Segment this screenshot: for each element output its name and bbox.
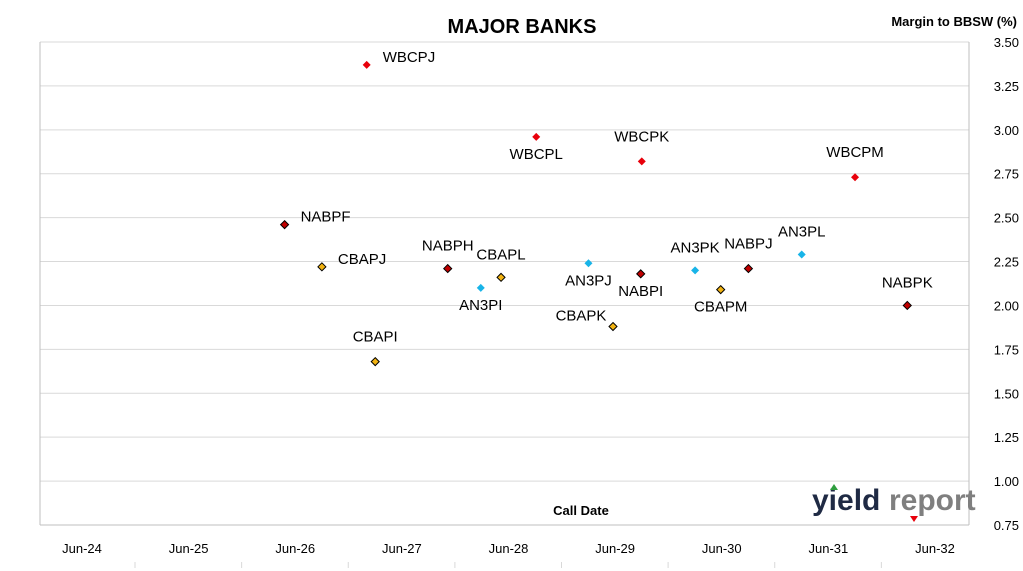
gridlines — [40, 41, 969, 526]
point-nabpi — [636, 269, 646, 279]
point-label: NABPK — [882, 274, 933, 291]
point-cbapk — [608, 321, 618, 332]
y-tick-label: 3.50 — [994, 35, 1019, 50]
y-tick-label: 1.25 — [994, 430, 1019, 445]
point-labels: WBCPJ WBCPL WBCPK WBCPM NABPF NABPH NABPI NABPJ… — [301, 49, 933, 346]
x-axis-title: Call Date — [553, 503, 609, 518]
point-nabpf — [279, 219, 290, 230]
y-tick-label: 3.00 — [994, 123, 1019, 138]
chart-title: MAJOR BANKS — [448, 16, 597, 38]
point-label: AN3PI — [459, 297, 502, 314]
point-wbcpl — [532, 132, 541, 141]
logo-text-report: report — [889, 484, 976, 517]
x-tick-label: Jun-25 — [169, 541, 209, 556]
point-cbapi — [370, 356, 380, 367]
x-tick-label: Jun-32 — [915, 541, 955, 556]
point-label: NABPH — [422, 238, 474, 255]
y-tick-label: 3.25 — [994, 79, 1019, 94]
x-tick-label: Jun-27 — [382, 541, 422, 556]
point-cbapm — [715, 284, 726, 295]
y-axis-ticks: 0.75 1.00 1.25 1.50 1.75 2.00 2.25 2.50 2.75 3.00… — [994, 35, 1019, 533]
point-cbapl — [496, 272, 506, 283]
point-wbcpj — [362, 60, 371, 69]
logo-text-yield: yield — [812, 484, 880, 517]
point-an3pk — [691, 266, 700, 275]
x-tick-label: Jun-30 — [702, 541, 742, 556]
point-label: CBAPK — [556, 308, 607, 325]
x-tick-label: Jun-26 — [275, 541, 315, 556]
point-nabpj — [743, 263, 754, 274]
point-nabph — [443, 263, 453, 274]
point-label: CBAPI — [353, 329, 398, 346]
y-tick-label: 1.75 — [994, 342, 1019, 357]
y-tick-label: 2.00 — [994, 298, 1019, 313]
y-tick-label: 2.25 — [994, 255, 1019, 270]
point-label: AN3PL — [778, 224, 826, 241]
data-points — [279, 60, 912, 367]
point-label: NABPF — [301, 209, 351, 226]
x-tick-label: Jun-31 — [809, 541, 849, 556]
y-axis-title: Margin to BBSW (%) — [891, 14, 1017, 29]
point-label: AN3PJ — [565, 272, 612, 289]
point-label: CBAPJ — [338, 251, 386, 268]
x-tick-label: Jun-24 — [62, 541, 102, 556]
point-an3pl — [797, 250, 806, 259]
y-tick-label: 2.75 — [994, 167, 1019, 182]
point-label: WBCPK — [614, 128, 669, 145]
point-label: AN3PK — [670, 239, 719, 256]
logo-down-arrow-icon — [910, 516, 918, 522]
point-label: NABPI — [618, 283, 663, 300]
logo-up-arrow-icon — [830, 484, 838, 490]
point-label: WBCPL — [510, 146, 563, 163]
point-label: CBAPL — [476, 246, 525, 263]
y-tick-label: 1.00 — [994, 474, 1019, 489]
point-label: CBAPM — [694, 299, 747, 316]
x-tick-label: Jun-28 — [489, 541, 529, 556]
point-an3pi — [476, 283, 485, 292]
point-an3pj — [584, 259, 593, 268]
point-label: NABPJ — [724, 236, 772, 253]
point-label: WBCPM — [826, 144, 884, 161]
y-tick-label: 0.75 — [994, 518, 1019, 533]
point-label: WBCPJ — [383, 49, 436, 66]
y-tick-label: 1.50 — [994, 386, 1019, 401]
point-cbapj — [317, 262, 327, 272]
point-wbcpm — [851, 173, 860, 182]
y-tick-label: 2.50 — [994, 211, 1019, 226]
point-wbcpk — [637, 157, 646, 166]
x-axis-ticks: Jun-24 Jun-25 Jun-26 Jun-27 Jun-28 Jun-29 Jun-… — [62, 541, 955, 568]
point-nabpk — [902, 300, 912, 311]
yieldreport-logo: yield report — [812, 484, 976, 522]
x-tick-label: Jun-29 — [595, 541, 635, 556]
